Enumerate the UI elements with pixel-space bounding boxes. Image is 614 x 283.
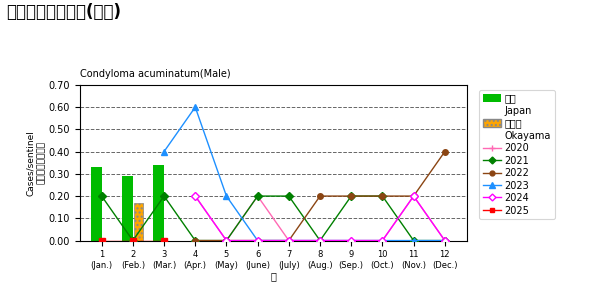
Text: Condyloma acuminatum(Male): Condyloma acuminatum(Male): [80, 69, 230, 79]
Bar: [91, 167, 101, 241]
Bar: [153, 165, 164, 241]
Legend: 全国, Japan, 岡山県, Okayama, 2020, 2021, 2022, 2023, 2024, 2025: 全国, Japan, 岡山県, Okayama, 2020, 2021, 202…: [480, 90, 555, 219]
X-axis label: 月
(Month): 月 (Month): [254, 271, 292, 283]
Y-axis label: Cases/sentinel
定点当たり診断数: Cases/sentinel 定点当たり診断数: [26, 130, 46, 196]
Bar: [122, 176, 133, 241]
Text: 尖圭コンジローマ(男性): 尖圭コンジローマ(男性): [6, 3, 121, 21]
Bar: [134, 203, 142, 241]
